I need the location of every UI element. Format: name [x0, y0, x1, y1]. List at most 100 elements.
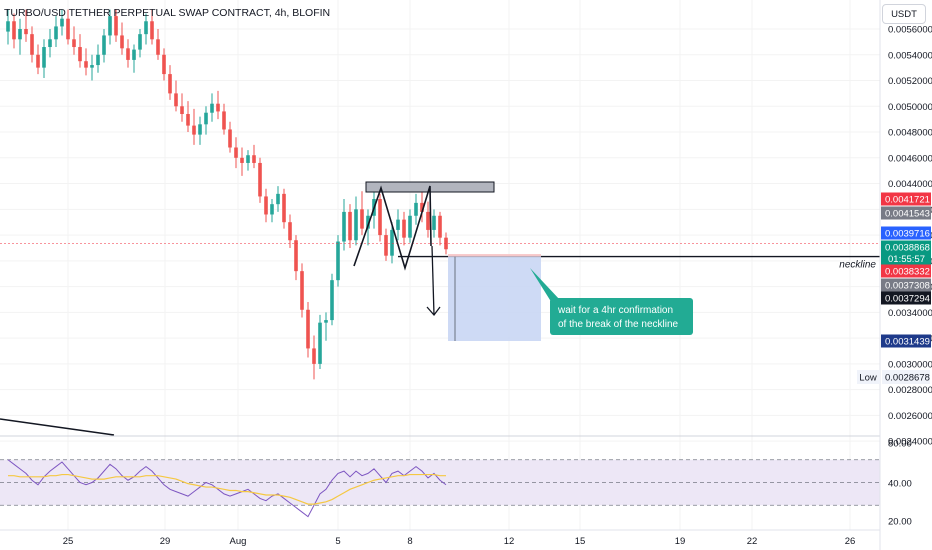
price-tick-label: 0.0046000 [888, 153, 932, 164]
candle [288, 214, 292, 248]
candle [204, 106, 208, 135]
candle [12, 13, 16, 49]
candle-body [342, 211, 346, 242]
candle [312, 335, 316, 380]
time-tick-label: 26 [845, 536, 856, 547]
callout-text-line2: of the break of the neckline [558, 319, 679, 330]
candle [300, 263, 304, 318]
price-tag: 0.0039716 [881, 226, 931, 240]
candle [54, 16, 58, 48]
candle [306, 302, 310, 358]
candle-body [246, 155, 250, 163]
candle-body [384, 235, 388, 256]
candle-body [144, 21, 148, 35]
candle [228, 121, 232, 153]
price-tag-label: Low [859, 373, 877, 384]
rsi-band [0, 459, 880, 506]
candle-body [240, 157, 244, 163]
currency-button[interactable]: USDT [882, 4, 926, 24]
price-tick-label: 0.0026000 [888, 411, 932, 422]
candle-body [420, 202, 424, 212]
callout-text-line1: wait for a 4hr confirmation [557, 305, 673, 316]
time-tick-label: 29 [160, 536, 171, 547]
time-tick-label: 8 [407, 536, 412, 547]
price-tag-label-bg [857, 370, 880, 384]
candle [234, 137, 238, 169]
price-tick-label: 0.0024000 [888, 437, 932, 448]
time-tick-label: 19 [675, 536, 686, 547]
candle-body [198, 124, 202, 135]
price-tag-bg [881, 334, 931, 348]
time-tick-label: 22 [747, 536, 758, 547]
candle-body [30, 34, 34, 55]
time-axis[interactable]: 25 29 Aug 5 8 12 15 19 22 26 [63, 536, 856, 547]
candle-body [84, 61, 88, 68]
candle [138, 29, 142, 58]
candle-body [312, 348, 316, 364]
candle [444, 232, 448, 255]
price-tag-bg [882, 370, 930, 384]
price-tick-label: 0.0028000 [888, 385, 932, 396]
candle-body [402, 219, 406, 238]
candle-body [48, 39, 52, 48]
candle-body [168, 74, 172, 94]
candle-body [114, 16, 118, 36]
candle-body [222, 111, 226, 130]
candle [72, 26, 76, 55]
candle-body [330, 280, 334, 321]
candle [330, 273, 334, 326]
candle [48, 29, 52, 58]
candle [66, 9, 70, 45]
candle [120, 22, 124, 55]
candle-body [18, 29, 22, 40]
price-tag-countdown: 01:55:57 [888, 254, 925, 265]
candle-body [78, 47, 82, 62]
candle-body [216, 103, 220, 112]
candle-body [276, 193, 280, 205]
price-tag-value: 0.0041543 [885, 209, 930, 220]
price-tick-label: 0.0054000 [888, 50, 932, 61]
price-tag: 0.0038332 [881, 264, 931, 278]
time-tick-label: 12 [504, 536, 515, 547]
price-tick-label: 0.0048000 [888, 128, 932, 139]
candle-body [348, 211, 352, 241]
candle-body [444, 237, 448, 250]
candle-body [186, 114, 190, 126]
candle [216, 90, 220, 120]
candle [150, 9, 154, 45]
candle-body [270, 204, 274, 215]
candle [174, 80, 178, 112]
candle-body [102, 35, 106, 55]
price-tag-bg [881, 278, 931, 292]
candle [192, 108, 196, 145]
candle [432, 209, 436, 238]
candle [198, 116, 202, 145]
candle [414, 193, 418, 225]
price-tag-value: 0.0031439 [885, 337, 930, 348]
candle [240, 147, 244, 176]
rsi-level-label: 20.00 [888, 517, 912, 528]
candle-body [234, 147, 238, 158]
candle-body [414, 202, 418, 216]
time-tick-label: 15 [575, 536, 586, 547]
candle-body [438, 215, 442, 238]
chart-drawings[interactable]: neckline wait for a 4hr confirmation of th… [0, 181, 880, 436]
candle [426, 201, 430, 238]
candle-body [354, 209, 358, 241]
candle [276, 186, 280, 212]
time-tick-label: 5 [335, 536, 340, 547]
neckline-label: neckline [839, 260, 876, 271]
candle-body [336, 241, 340, 281]
candle [264, 188, 268, 223]
candle-body [306, 309, 310, 349]
candle [360, 191, 364, 236]
candle-body [108, 16, 112, 36]
candle [168, 65, 172, 100]
candle [42, 39, 46, 78]
candle-body [12, 21, 16, 40]
candle-body [204, 112, 208, 125]
down-arrow-head [426, 306, 441, 317]
candle [6, 9, 10, 45]
